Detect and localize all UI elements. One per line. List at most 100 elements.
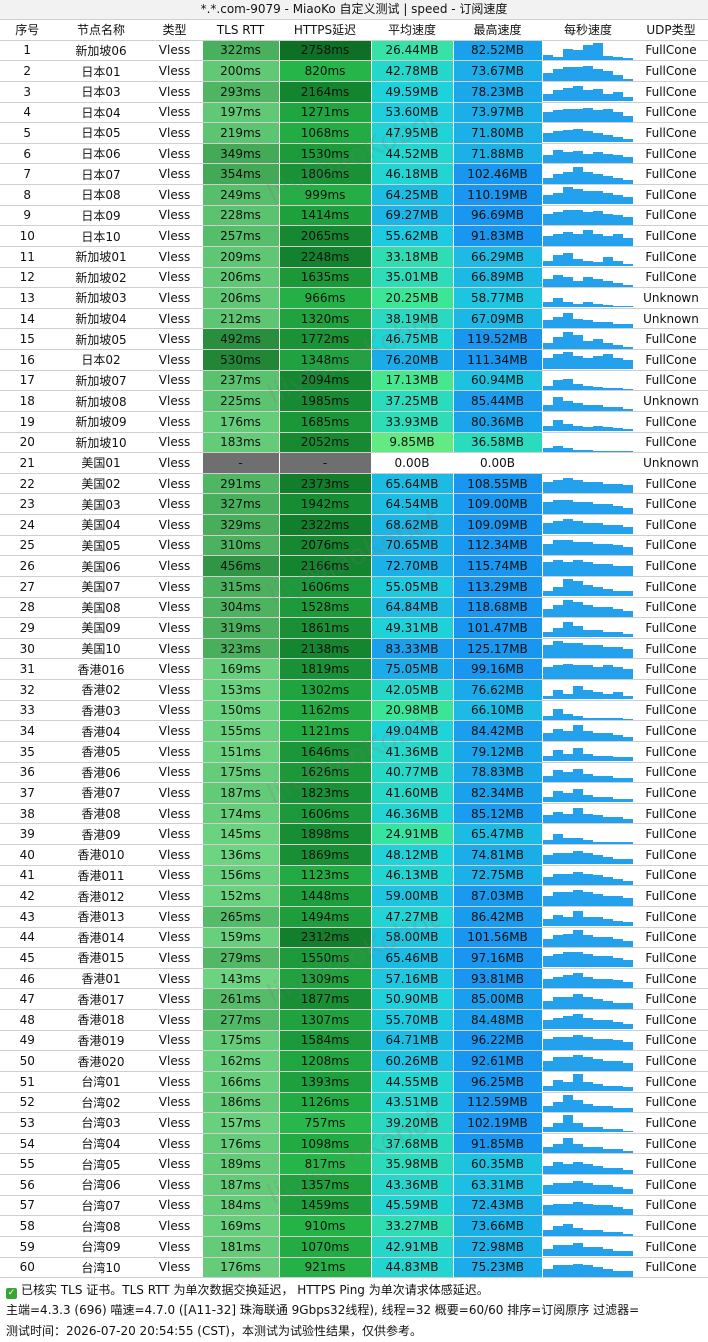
speed-bar [623,1108,633,1112]
speed-bar [613,74,624,81]
col-header-max-speed[interactable]: 最高速度 [453,20,543,41]
table-row[interactable]: 11 新加坡01 Vless 209ms 2248ms 33.18MB 66.29MB Ful… [0,246,708,268]
speed-sparkline [542,948,633,968]
table-row[interactable]: 42 香港012 Vless 152ms 1448ms 59.00MB 87.03MB Ful… [0,885,708,907]
table-row[interactable]: 40 香港010 Vless 136ms 1869ms 48.12MB 74.81MB Ful… [0,844,708,866]
speed-bar [572,1181,583,1195]
table-row[interactable]: 22 美国02 Vless 291ms 2373ms 65.64MB 108.55MB Ful… [0,473,708,495]
table-row[interactable]: 33 香港03 Vless 150ms 1162ms 20.98MB 66.10MB Full… [0,700,708,722]
speed-bar [572,972,583,988]
per-second-speed-cell [542,411,635,433]
table-row[interactable]: 4 日本04 Vless 197ms 1271ms 53.60MB 73.97MB FullC… [0,102,708,124]
table-row[interactable]: 49 香港019 Vless 175ms 1584ms 64.71MB 96.22MB Ful… [0,1030,708,1052]
speed-bar [603,631,614,638]
table-row[interactable]: 59 台湾09 Vless 181ms 1070ms 42.91MB 72.98MB Full… [0,1236,708,1258]
table-row[interactable]: 41 香港011 Vless 156ms 1123ms 46.13MB 72.75MB Ful… [0,865,708,887]
table-row[interactable]: 54 台湾04 Vless 176ms 1098ms 37.68MB 91.85MB Full… [0,1133,708,1155]
table-row[interactable]: 28 美国08 Vless 304ms 1528ms 64.84MB 118.68MB Ful… [0,597,708,619]
col-header-udp-type[interactable]: UDP类型 [634,20,708,41]
col-header-index[interactable]: 序号 [0,20,56,41]
tls-rtt-cell: 322ms [202,40,280,62]
table-row[interactable]: 19 新加坡09 Vless 176ms 1685ms 33.93MB 80.36MB Ful… [0,411,708,433]
table-row[interactable]: 2 日本01 Vless 200ms 820ms 42.78MB 73.67MB FullCo… [0,60,708,82]
table-row[interactable]: 35 香港05 Vless 151ms 1646ms 41.36MB 79.12MB Full… [0,741,708,763]
table-row[interactable]: 21 美国01 Vless - -0.00B 0.00B Unknown [0,452,708,474]
index-cell: 26 [0,555,56,577]
speed-sparkline [543,453,634,472]
table-row[interactable]: 12 新加坡02 Vless 206ms 1635ms 35.01MB 66.89MB Ful… [0,267,708,289]
table-row[interactable]: 37 香港07 Vless 187ms 1823ms 41.60MB 82.34MB Full… [0,782,708,804]
table-row[interactable]: 47 香港017 Vless 261ms 1877ms 50.90MB 85.00MB Ful… [0,988,708,1010]
type-cell: Vless [147,700,203,722]
speed-bar [562,423,573,432]
tls-rtt-cell: 319ms [202,617,280,639]
table-row[interactable]: 25 美国05 Vless 310ms 2076ms 70.65MB 112.34MB Ful… [0,535,708,557]
udp-type-cell: FullCone [634,1236,708,1258]
table-row[interactable]: 8 日本08 Vless 249ms 999ms 64.25MB 110.19MB FullC… [0,184,708,206]
avg-speed-cell: 37.25MB [371,390,454,412]
table-row[interactable]: 45 香港015 Vless 279ms 1550ms 65.46MB 97.16MB Ful… [0,947,708,969]
table-row[interactable]: 26 美国06 Vless 456ms 2166ms 72.70MB 115.74MB Ful… [0,555,708,577]
col-header-https-latency[interactable]: HTTPS延迟 [279,20,372,41]
max-speed-cell: 0.00B [453,452,543,474]
speed-bar [562,1036,573,1050]
speed-bar [593,854,604,865]
table-row[interactable]: 1 新加坡06 Vless 322ms 2758ms 26.44MB 82.52MB Full… [0,40,708,62]
table-row[interactable]: 58 台湾08 Vless 169ms 910ms 33.27MB 73.66MB FullC… [0,1215,708,1237]
table-row[interactable]: 34 香港04 Vless 155ms 1121ms 49.04MB 84.42MB Full… [0,720,708,742]
table-row[interactable]: 38 香港08 Vless 174ms 1606ms 46.36MB 85.12MB Full… [0,803,708,825]
table-row[interactable]: 23 美国03 Vless 327ms 1942ms 64.54MB 109.00MB Ful… [0,493,708,515]
table-row[interactable]: 3 日本03 Vless 293ms 2164ms 49.59MB 78.23MB FullC… [0,81,708,103]
table-row[interactable]: 17 新加坡07 Vless 237ms 2094ms 17.13MB 60.94MB Ful… [0,370,708,392]
table-row[interactable]: 18 新加坡08 Vless 225ms 1985ms 37.25MB 85.44MB Unk… [0,390,708,412]
speed-bar [623,736,633,741]
table-row[interactable]: 53 台湾03 Vless 157ms 757ms 39.20MB 102.19MB Full… [0,1112,708,1134]
table-row[interactable]: 60 台湾10 Vless 176ms 921ms 44.83MB 75.23MB FullC… [0,1257,708,1279]
table-row[interactable]: 55 台湾05 Vless 189ms 817ms 35.98MB 60.35MB FullC… [0,1153,708,1175]
table-row[interactable]: 27 美国07 Vless 315ms 1606ms 55.05MB 113.29MB Ful… [0,576,708,598]
node-name-cell: 新加坡07 [55,370,148,392]
avg-speed-cell: 46.36MB [371,803,454,825]
table-row[interactable]: 30 美国10 Vless 323ms 2138ms 83.33MB 125.17MB Ful… [0,638,708,660]
table-row[interactable]: 43 香港013 Vless 265ms 1494ms 47.27MB 86.42MB Ful… [0,906,708,928]
col-header-node-name[interactable]: 节点名称 [55,20,148,41]
table-row[interactable]: 56 台湾06 Vless 187ms 1357ms 43.36MB 63.31MB Full… [0,1174,708,1196]
table-row[interactable]: 6 日本06 Vless 349ms 1530ms 44.52MB 71.88MB FullC… [0,143,708,165]
col-header-avg-speed[interactable]: 平均速度 [371,20,454,41]
speed-bar [582,1229,594,1236]
table-row[interactable]: 24 美国04 Vless 329ms 2322ms 68.62MB 109.09MB Ful… [0,514,708,536]
table-row[interactable]: 51 台湾01 Vless 166ms 1393ms 44.55MB 96.25MB Full… [0,1071,708,1093]
table-row[interactable]: 57 台湾07 Vless 184ms 1459ms 45.59MB 72.43MB Full… [0,1195,708,1217]
table-row[interactable]: 20 新加坡10 Vless 183ms 2052ms 9.85MB 36.58MB Full… [0,432,708,454]
table-row[interactable]: 5 日本05 Vless 219ms 1068ms 47.95MB 71.80MB FullC… [0,122,708,144]
table-row[interactable]: 29 美国09 Vless 319ms 1861ms 49.31MB 101.47MB Ful… [0,617,708,639]
https-latency-cell: 1877ms [279,988,372,1010]
table-row[interactable]: 13 新加坡03 Vless 206ms 966ms 20.25MB 58.77MB Unkn… [0,287,708,309]
speed-bar [542,386,553,390]
table-row[interactable]: 16 日本02 Vless 530ms 1348ms 76.20MB 111.34MB Ful… [0,349,708,371]
speed-bar [593,586,604,597]
table-row[interactable]: 39 香港09 Vless 145ms 1898ms 24.91MB 65.47MB Full… [0,823,708,845]
table-row[interactable]: 14 新加坡04 Vless 212ms 1320ms 38.19MB 67.09MB Unk… [0,308,708,330]
max-speed-cell: 72.43MB [453,1195,543,1217]
table-row[interactable]: 31 香港016 Vless 169ms 1819ms 75.05MB 99.16MB Ful… [0,658,708,680]
table-row[interactable]: 52 台湾02 Vless 186ms 1126ms 43.51MB 112.59MB Ful… [0,1092,708,1114]
speed-bar [582,916,594,927]
table-row[interactable]: 32 香港02 Vless 153ms 1302ms 42.05MB 76.62MB Full… [0,679,708,701]
table-row[interactable]: 46 香港01 Vless 143ms 1309ms 57.16MB 93.81MB Full… [0,968,708,990]
table-row[interactable]: 15 新加坡05 Vless 492ms 1772ms 46.75MB 119.52MB Fu… [0,328,708,350]
node-name-cell: 新加坡04 [55,308,148,330]
table-row[interactable]: 36 香港06 Vless 175ms 1626ms 40.77MB 78.83MB Full… [0,762,708,784]
table-row[interactable]: 48 香港018 Vless 277ms 1307ms 55.70MB 84.48MB Ful… [0,1009,708,1031]
col-header-type[interactable]: 类型 [147,20,203,41]
col-header-tls-rtt[interactable]: TLS RTT [202,20,280,41]
speed-bar [603,588,614,597]
col-header-per-second-speed[interactable]: 每秒速度 [542,20,635,41]
table-row[interactable]: 7 日本07 Vless 354ms 1806ms 46.18MB 102.46MB Full… [0,163,708,185]
max-speed-cell: 101.47MB [453,617,543,639]
table-row[interactable]: 50 香港020 Vless 162ms 1208ms 60.26MB 92.61MB Ful… [0,1050,708,1072]
table-row[interactable]: 10 日本10 Vless 257ms 2065ms 55.62MB 91.83MB Full… [0,225,708,247]
table-row[interactable]: 9 日本09 Vless 228ms 1414ms 69.27MB 96.69MB FullC… [0,205,708,227]
table-row[interactable]: 44 香港014 Vless 159ms 2312ms 58.00MB 101.56MB Fu… [0,927,708,949]
speed-bar [603,134,614,143]
